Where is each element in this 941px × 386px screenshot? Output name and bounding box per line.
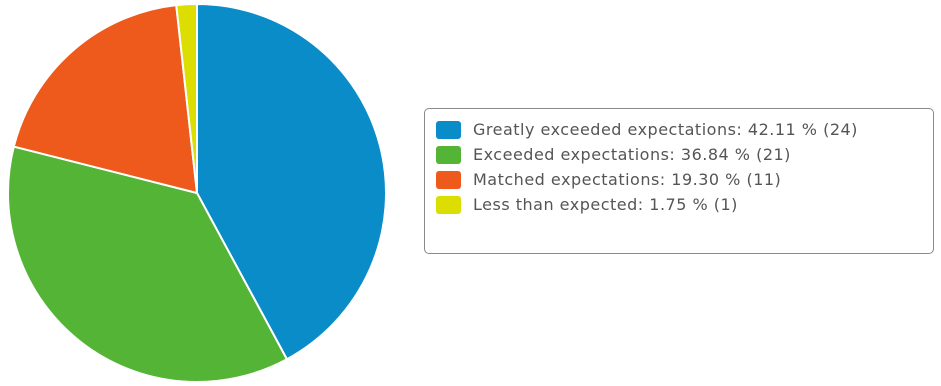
- legend-label-matched: Matched expectations: 19.30 % (11): [473, 170, 781, 189]
- legend-swatch-exceeded: [436, 146, 461, 164]
- legend-item-greatly-exceeded: Greatly exceeded expectations: 42.11 % (…: [436, 117, 933, 142]
- legend-swatch-matched: [436, 171, 461, 189]
- legend-label-exceeded: Exceeded expectations: 36.84 % (21): [473, 145, 791, 164]
- legend-item-matched: Matched expectations: 19.30 % (11): [436, 167, 933, 192]
- chart-legend: Greatly exceeded expectations: 42.11 % (…: [424, 108, 934, 254]
- legend-item-less-than-expected: Less than expected: 1.75 % (1): [436, 192, 933, 217]
- legend-swatch-less-than-expected: [436, 196, 461, 214]
- legend-label-less-than-expected: Less than expected: 1.75 % (1): [473, 195, 738, 214]
- legend-swatch-greatly-exceeded: [436, 121, 461, 139]
- legend-label-greatly-exceeded: Greatly exceeded expectations: 42.11 % (…: [473, 120, 858, 139]
- legend-item-exceeded: Exceeded expectations: 36.84 % (21): [436, 142, 933, 167]
- pie-slices: [8, 4, 386, 382]
